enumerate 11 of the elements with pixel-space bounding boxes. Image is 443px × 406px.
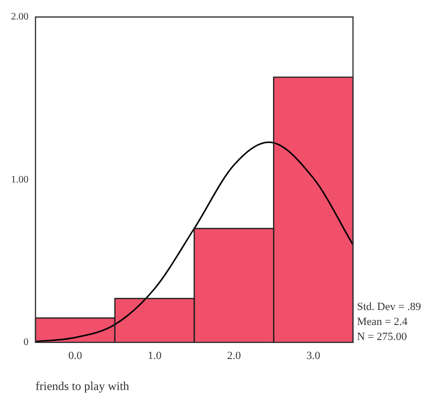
y-tick-label: 1.00 [11,174,28,186]
x-tick-label: 2.0 [227,350,242,362]
text: Mean = 2.4 [357,316,408,328]
x-tick-label: 1.0 [148,350,162,362]
y-tick-label: 0 [24,337,28,348]
x-tick-label: 0.0 [68,350,83,362]
y-tick-label: 2.00 [11,12,28,23]
x-tick-label: 3.0 [306,350,321,362]
text: Std. Dev = .89 [357,300,422,313]
text: N = 275.00 [357,330,408,343]
x-axis-title: friends to play with [36,378,130,393]
